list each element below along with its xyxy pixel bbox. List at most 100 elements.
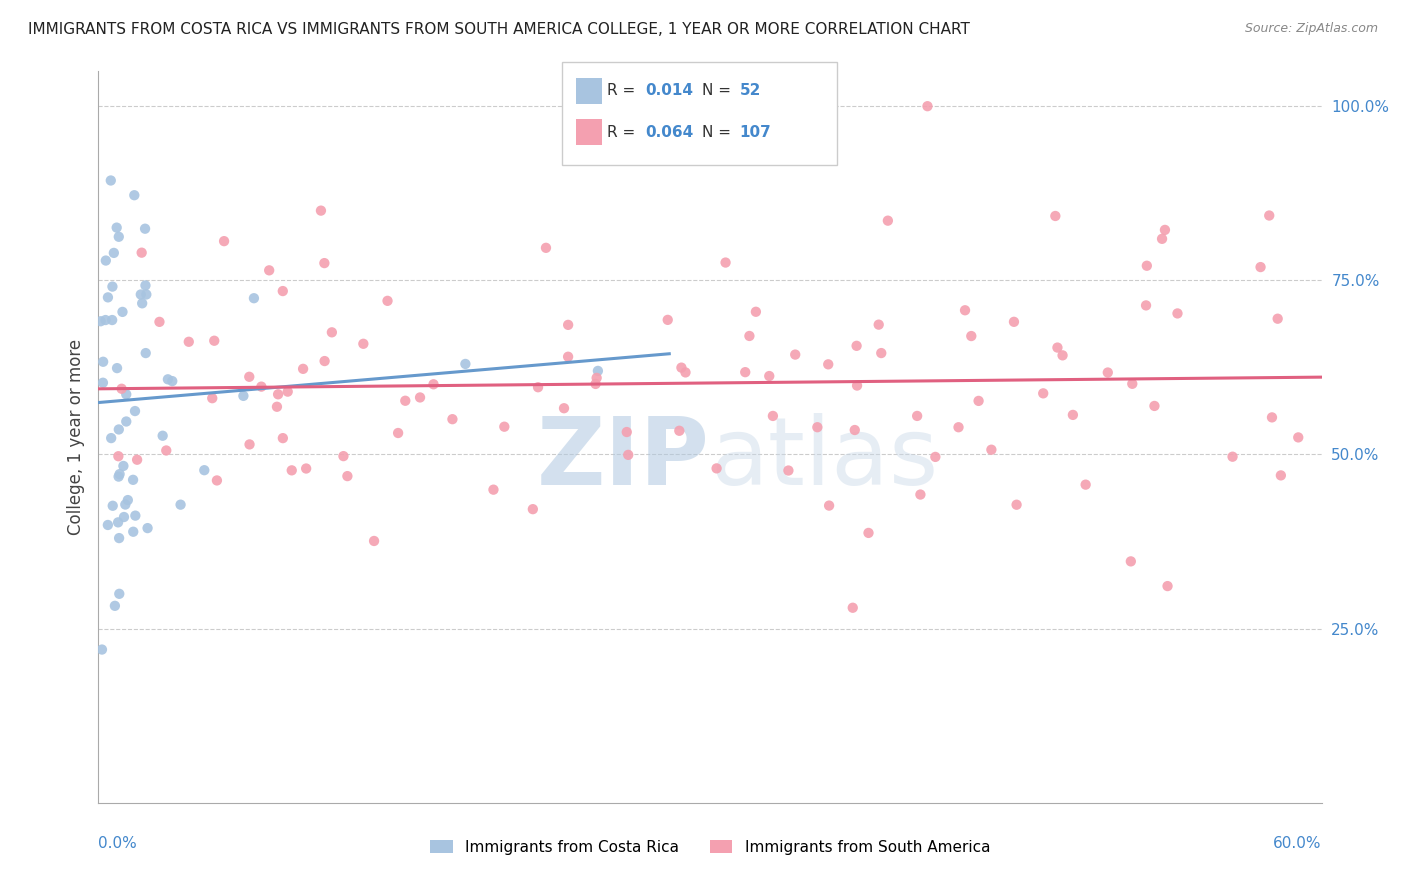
Point xyxy=(321,326,343,340)
Point xyxy=(758,369,780,384)
Point xyxy=(585,376,607,391)
Point xyxy=(103,246,125,260)
Point xyxy=(114,498,136,512)
Text: R =: R = xyxy=(607,125,641,139)
Point xyxy=(105,361,128,376)
Point xyxy=(870,346,893,360)
Point xyxy=(111,305,134,319)
Point xyxy=(238,437,260,451)
Point xyxy=(1150,232,1173,246)
Point xyxy=(1267,311,1289,326)
Point xyxy=(657,313,679,327)
Point xyxy=(522,502,544,516)
Point xyxy=(101,313,124,327)
Point xyxy=(617,448,640,462)
Point xyxy=(553,401,575,416)
Point xyxy=(527,380,550,394)
Point xyxy=(841,600,863,615)
Point xyxy=(1222,450,1244,464)
Point xyxy=(785,348,807,362)
Point xyxy=(616,425,638,439)
Point xyxy=(266,400,288,414)
Point xyxy=(108,531,131,545)
Point xyxy=(131,296,153,310)
Point xyxy=(152,429,174,443)
Point xyxy=(960,329,983,343)
Point xyxy=(905,409,928,423)
Point xyxy=(818,499,841,513)
Point xyxy=(745,305,768,319)
Point xyxy=(377,293,399,308)
Point xyxy=(924,450,946,464)
Point xyxy=(131,245,153,260)
Point xyxy=(1002,315,1025,329)
Point xyxy=(91,642,114,657)
Point xyxy=(534,241,557,255)
Point xyxy=(409,391,432,405)
Point xyxy=(155,443,177,458)
Point xyxy=(111,382,134,396)
Point xyxy=(108,467,131,482)
Point xyxy=(105,220,128,235)
Point xyxy=(585,371,607,385)
Point xyxy=(267,387,290,401)
Point xyxy=(1143,399,1166,413)
Point xyxy=(238,369,260,384)
Point xyxy=(714,255,737,269)
Point xyxy=(309,203,332,218)
Point xyxy=(257,263,280,277)
Point xyxy=(876,213,898,227)
Point xyxy=(177,334,200,349)
Point xyxy=(494,419,516,434)
Point xyxy=(112,458,135,473)
Point xyxy=(100,431,122,445)
Point xyxy=(280,463,302,477)
Point xyxy=(352,336,374,351)
Point xyxy=(94,253,117,268)
Point xyxy=(738,329,761,343)
Point xyxy=(1166,306,1188,320)
Point xyxy=(1045,209,1067,223)
Text: 52: 52 xyxy=(740,84,761,98)
Point xyxy=(108,422,131,436)
Text: N =: N = xyxy=(702,125,735,139)
Point xyxy=(868,318,890,332)
Text: N =: N = xyxy=(702,84,735,98)
Text: IMMIGRANTS FROM COSTA RICA VS IMMIGRANTS FROM SOUTH AMERICA COLLEGE, 1 YEAR OR M: IMMIGRANTS FROM COSTA RICA VS IMMIGRANTS… xyxy=(28,22,970,37)
Point xyxy=(129,287,152,301)
Text: 0.064: 0.064 xyxy=(645,125,693,139)
Point xyxy=(1136,259,1159,273)
Point xyxy=(314,256,336,270)
Point xyxy=(295,461,318,475)
Point xyxy=(117,493,139,508)
Y-axis label: College, 1 year or more: College, 1 year or more xyxy=(66,339,84,535)
Point xyxy=(778,463,800,477)
Point xyxy=(1135,298,1157,312)
Point xyxy=(90,314,112,328)
Point xyxy=(845,339,868,353)
Text: atlas: atlas xyxy=(710,413,938,505)
Point xyxy=(169,498,191,512)
Point xyxy=(1154,223,1177,237)
Point xyxy=(91,355,114,369)
Point xyxy=(108,587,131,601)
Point xyxy=(762,409,785,423)
Point xyxy=(1097,366,1119,380)
Point xyxy=(1156,579,1178,593)
Text: 60.0%: 60.0% xyxy=(1274,836,1322,851)
Point xyxy=(363,533,385,548)
Point xyxy=(156,372,179,386)
Point xyxy=(124,404,146,418)
Point xyxy=(148,315,170,329)
Point xyxy=(846,378,869,392)
Point xyxy=(193,463,215,477)
Point xyxy=(107,469,129,483)
Point xyxy=(127,452,149,467)
Point xyxy=(1062,408,1084,422)
Point xyxy=(1005,498,1028,512)
Point xyxy=(104,599,127,613)
Text: Source: ZipAtlas.com: Source: ZipAtlas.com xyxy=(1244,22,1378,36)
Point xyxy=(394,393,416,408)
Point xyxy=(162,374,184,388)
Point xyxy=(250,379,273,393)
